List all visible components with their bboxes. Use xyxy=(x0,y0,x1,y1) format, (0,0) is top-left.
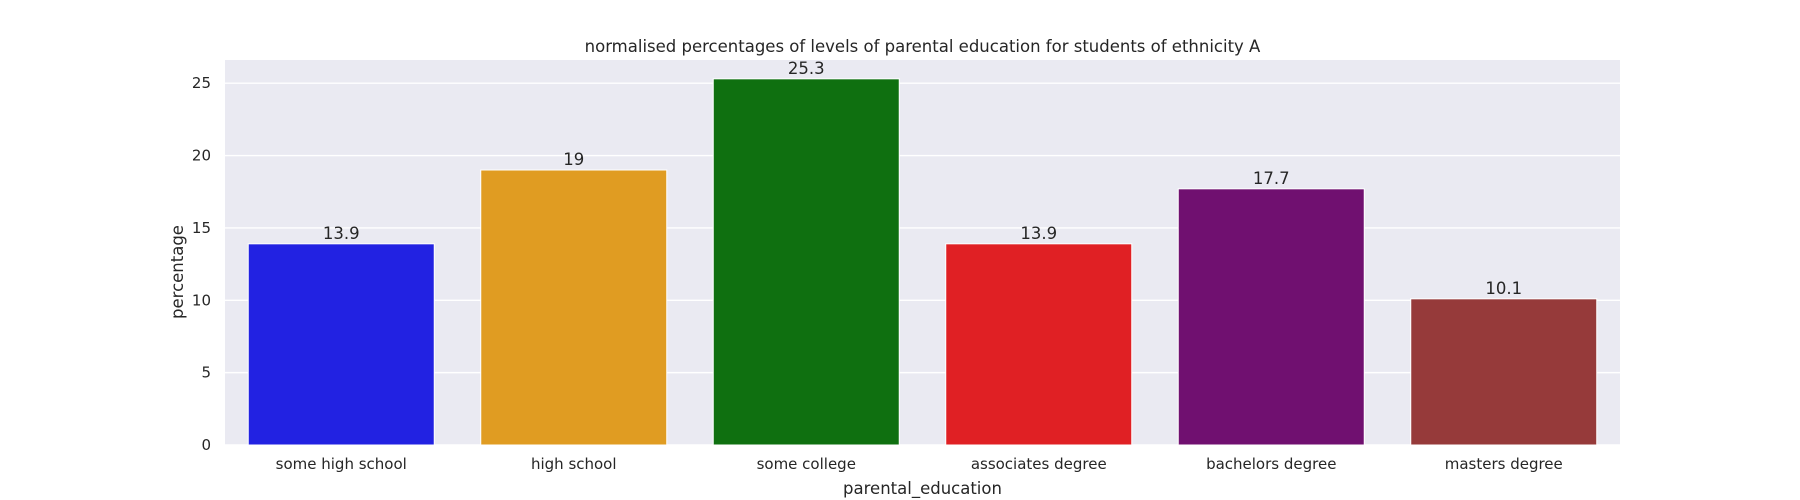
bar-value-label: 17.7 xyxy=(1253,169,1290,188)
gridlines xyxy=(225,82,1620,446)
y-tick-label: 5 xyxy=(201,364,211,382)
x-axis-title: parental_education xyxy=(843,479,1002,499)
chart-title: normalised percentages of levels of pare… xyxy=(585,37,1261,56)
bar xyxy=(480,169,668,446)
value-labels: 13.9 19 25.3 13.9 17.7 10.1 xyxy=(323,59,1522,298)
bar-value-label: 19 xyxy=(563,150,584,169)
y-axis-title: percentage xyxy=(168,225,187,319)
bar xyxy=(712,78,900,446)
bar-value-label: 25.3 xyxy=(788,59,825,78)
bar xyxy=(1410,298,1598,446)
y-tick-label: 15 xyxy=(192,219,211,237)
y-tick-label: 10 xyxy=(192,291,211,309)
x-tick-label: bachelors degree xyxy=(1206,455,1336,473)
x-tick-label: masters degree xyxy=(1445,455,1563,473)
bar xyxy=(945,243,1133,446)
bar-value-label: 13.9 xyxy=(1020,224,1057,243)
y-tick-label: 0 xyxy=(201,436,211,454)
x-tick-label: some high school xyxy=(276,455,407,473)
plot-area xyxy=(225,60,1620,445)
x-tick-label: high school xyxy=(531,455,617,473)
x-tick-label: some college xyxy=(757,455,856,473)
y-tick-label: 20 xyxy=(192,147,211,165)
y-axis-ticks: 0 5 10 15 20 25 xyxy=(192,74,211,454)
y-tick-label: 25 xyxy=(192,74,211,92)
bar xyxy=(247,243,435,446)
x-axis-ticks: some high school high school some college a… xyxy=(276,455,1563,473)
bar-value-label: 13.9 xyxy=(323,224,360,243)
bar xyxy=(1177,188,1365,446)
x-tick-label: associates degree xyxy=(971,455,1107,473)
bar-value-label: 10.1 xyxy=(1485,279,1522,298)
bars xyxy=(247,78,1598,446)
